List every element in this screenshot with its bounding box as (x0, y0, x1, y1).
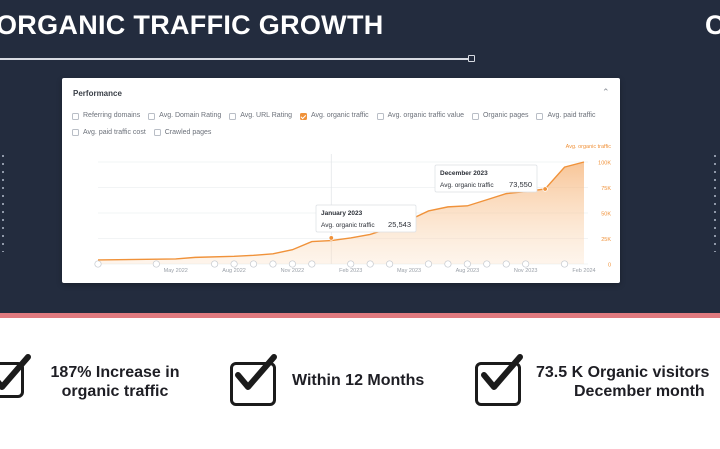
feature-duration-line1: Within 12 Months (292, 372, 425, 389)
tooltip-label: Avg. organic traffic (440, 182, 494, 189)
series-line (97, 161, 585, 261)
checkbox-icon[interactable] (72, 112, 79, 120)
decorative-dots-left (2, 152, 4, 252)
checkmark-icon (235, 354, 277, 390)
filter-avg-paid-traffic[interactable]: Avg. paid traffic (536, 109, 595, 123)
legend-label: Avg. organic traffic (566, 144, 612, 150)
checkbox-icon[interactable] (376, 112, 384, 120)
x-tick-label: Aug 2022 (222, 268, 246, 274)
y-tick-label: 25K (601, 237, 611, 243)
annotation-marker (152, 260, 160, 268)
hero-banner: ORGANIC TRAFFIC GROWTH C Performance ⌃ R… (0, 0, 720, 313)
accent-bar (0, 313, 720, 318)
annotation-marker (230, 260, 238, 268)
checkbox-icon[interactable] (72, 129, 79, 136)
filter-avg-domain-rating[interactable]: Avg. Domain Rating (148, 109, 221, 123)
annotation-marker (444, 260, 452, 268)
x-tick-label: May 2022 (164, 268, 188, 274)
page-title: ORGANIC TRAFFIC GROWTH (0, 10, 384, 40)
feature-visitors-line1: 73.5 K Organic visitors (536, 364, 710, 381)
series-area (98, 162, 584, 264)
checkbox-icon[interactable] (471, 112, 479, 120)
checkbox-icon[interactable] (536, 112, 544, 120)
annotation-marker (211, 260, 219, 268)
filter-referring-domains[interactable]: Referring domains (72, 109, 140, 123)
checkbox-icon (230, 362, 276, 406)
checkmark-icon (481, 354, 523, 390)
checkbox-icon[interactable] (148, 112, 156, 120)
annotation-marker (463, 260, 471, 268)
data-point (542, 186, 548, 192)
y-tick-label: 0 (608, 263, 611, 269)
title-fragment: C (705, 10, 720, 40)
feature-increase-line2: organic traffic (61, 383, 169, 400)
annotation-marker (366, 260, 374, 268)
filter-organic-pages[interactable]: Organic pages (471, 109, 529, 123)
feature-visitors: 73.5 K Organic visitors December month (536, 363, 720, 401)
feature-visitors-line2: December month (574, 383, 705, 400)
tooltip-box (434, 164, 538, 193)
data-point (328, 235, 334, 241)
performance-card: Performance ⌃ Referring domains Avg. Dom… (62, 78, 620, 283)
x-tick-label: Nov 2023 (514, 268, 538, 274)
annotation-marker (386, 260, 394, 268)
annotation-marker (561, 260, 569, 268)
y-tick-label: 100K (598, 161, 611, 167)
annotation-marker (522, 260, 530, 268)
annotation-marker (249, 260, 258, 268)
annotation-marker (288, 260, 296, 268)
annotation-marker (94, 260, 102, 268)
y-tick-label: 75K (601, 186, 611, 192)
annotation-marker (269, 260, 277, 268)
tooltip-box (315, 204, 417, 233)
title-underline-knob (468, 55, 475, 62)
x-tick-label: Aug 2023 (456, 268, 480, 274)
filter-avg-url-rating[interactable]: Avg. URL Rating (229, 109, 292, 123)
x-tick-label: Nov 2022 (281, 268, 305, 274)
title-underline (0, 58, 469, 60)
tooltip-label: Avg. organic traffic (321, 222, 375, 229)
annotation-marker (424, 260, 433, 268)
annotation-marker (308, 260, 316, 268)
feature-increase: 187% Increase in organic traffic (40, 363, 190, 401)
metric-filters: Referring domains Avg. Domain Rating Avg… (72, 109, 617, 142)
tooltip-title: January 2023 (321, 210, 363, 217)
checkbox-checked-icon[interactable] (299, 112, 307, 120)
feature-increase-line1: 187% Increase in (50, 364, 180, 381)
organic-traffic-chart[interactable]: 0 25K 50K 75K 100K Avg. organic traffic May 20… (62, 78, 620, 283)
collapse-chevron-icon[interactable]: ⌃ (602, 87, 610, 97)
checkbox-icon[interactable] (153, 129, 161, 136)
feature-duration: Within 12 Months (292, 371, 442, 390)
annotation-marker (502, 260, 510, 268)
tooltip: December 2023 Avg. organic traffic 73,550 (434, 164, 538, 193)
x-tick-label: Feb 2024 (572, 268, 595, 274)
card-title: Performance (73, 89, 122, 98)
tooltip-value: 73,550 (509, 180, 532, 189)
filter-crawled-pages[interactable]: Crawled pages (153, 126, 211, 140)
checkbox-icon[interactable] (229, 112, 237, 120)
checkmark-icon (0, 354, 31, 390)
checkbox-icon (475, 362, 521, 406)
x-tick-label: Feb 2023 (339, 268, 362, 274)
checkbox-icon (0, 362, 24, 398)
filter-avg-paid-traffic-cost[interactable]: Avg. paid traffic cost (72, 126, 146, 140)
decorative-dots-right (714, 152, 716, 252)
y-tick-label: 50K (601, 212, 611, 218)
tooltip-title: December 2023 (440, 170, 488, 177)
annotation-marker (483, 260, 491, 268)
tooltip: January 2023 Avg. organic traffic 25,543 (315, 204, 417, 233)
filter-avg-organic-traffic[interactable]: Avg. organic traffic (299, 109, 369, 123)
tooltip-value: 25,543 (388, 220, 411, 229)
filter-avg-organic-traffic-value[interactable]: Avg. organic traffic value (376, 109, 464, 123)
annotation-marker (347, 260, 355, 268)
x-tick-label: May 2023 (397, 268, 421, 274)
